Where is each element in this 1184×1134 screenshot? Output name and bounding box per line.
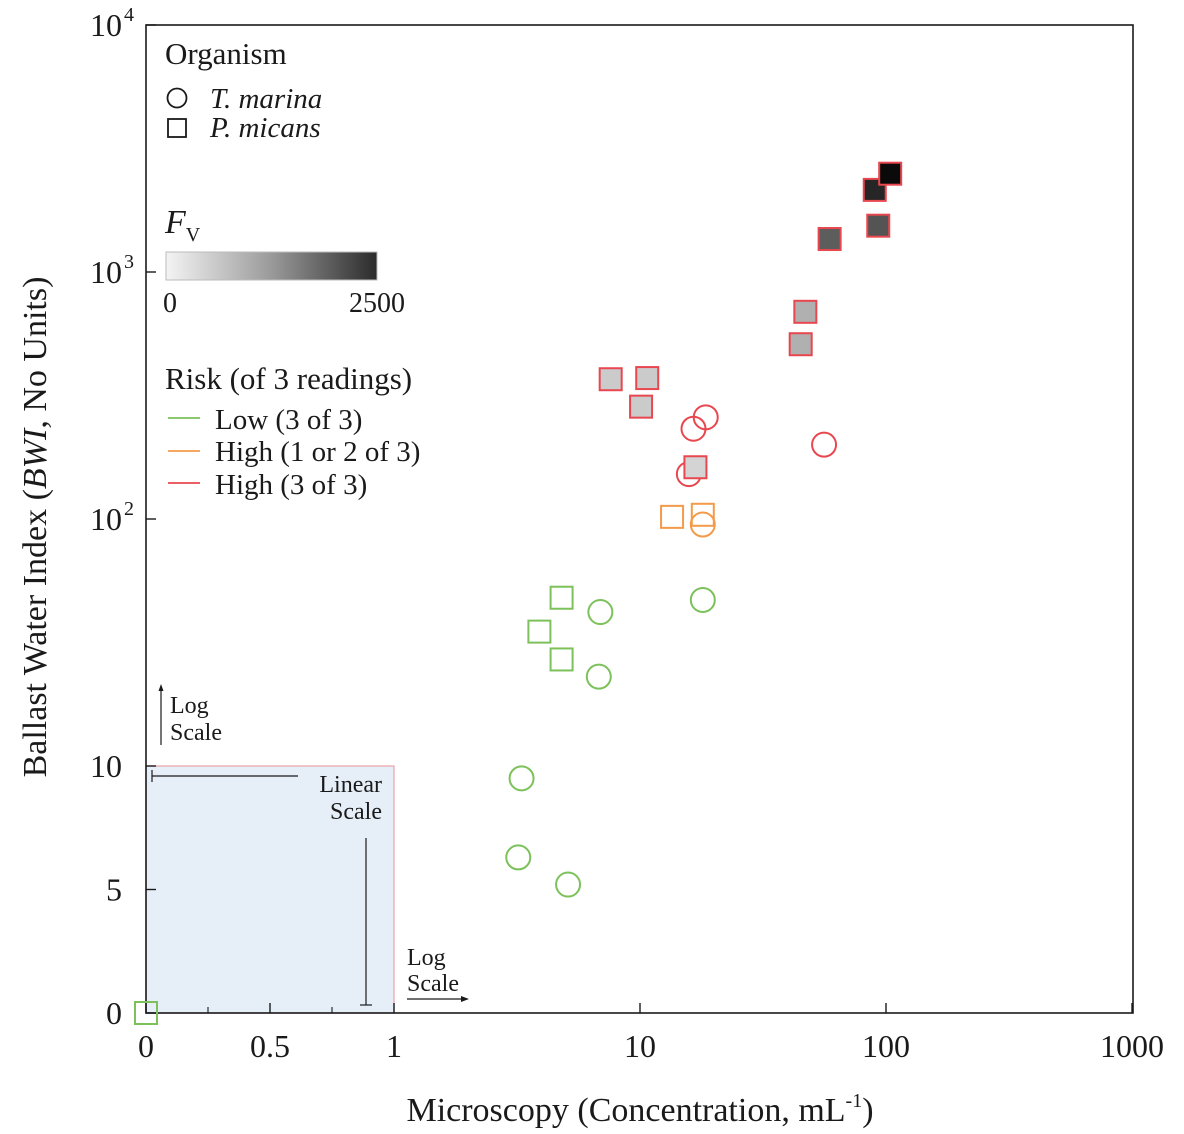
point-p-micans xyxy=(817,227,842,252)
point-p-micans xyxy=(660,504,685,529)
linear-scale-line1: Linear xyxy=(319,772,382,798)
data-points xyxy=(134,161,903,1025)
risk-low-label: Low (3 of 3) xyxy=(215,404,362,436)
x-tick-label: 0 xyxy=(138,1028,154,1064)
y-tick-label: 0 xyxy=(106,995,122,1031)
y-axis-title: Ballast Water Index (BWI, No Units) xyxy=(17,277,54,778)
y-tick-exponent: 4 xyxy=(124,4,134,26)
point-t-marina xyxy=(508,765,535,792)
point-p-micans xyxy=(635,366,660,391)
legend-t-marina-label: T. marina xyxy=(210,83,322,115)
y-tick-label: 10 xyxy=(90,748,122,784)
y-log-scale-line2: Scale xyxy=(170,720,222,746)
point-t-marina xyxy=(811,431,838,458)
risk-high-label: High (3 of 3) xyxy=(215,469,367,501)
point-t-marina xyxy=(555,871,582,898)
point-t-marina xyxy=(692,404,719,431)
legend-circle-marker xyxy=(166,87,188,109)
risk-mid-label: High (1 or 2 of 3) xyxy=(215,436,420,468)
point-p-micans xyxy=(788,332,813,357)
x-tick-label: 0.5 xyxy=(250,1028,290,1064)
colorbar-gradient xyxy=(165,251,378,281)
point-p-micans xyxy=(549,585,574,610)
linear-region xyxy=(145,765,395,1014)
risk-legend-title: Risk (of 3 readings) xyxy=(165,361,412,396)
point-t-marina xyxy=(585,663,612,690)
organism-legend: Organism T. marina P. micans xyxy=(165,36,322,144)
x-tick-label: 100 xyxy=(862,1028,910,1064)
y-tick-label: 10 xyxy=(90,7,122,43)
point-p-micans xyxy=(549,647,574,672)
x-log-scale-line1: Log xyxy=(407,945,446,971)
point-t-marina xyxy=(505,844,532,871)
organism-legend-title: Organism xyxy=(165,36,287,71)
y-tick-exponent: 2 xyxy=(124,498,134,520)
x-log-scale-line2: Scale xyxy=(407,971,459,997)
y-tick-label: 10 xyxy=(90,501,122,537)
point-p-micans xyxy=(878,161,903,186)
point-p-micans xyxy=(866,213,891,238)
legend-square-marker xyxy=(167,118,187,138)
x-tick-label: 10 xyxy=(624,1028,656,1064)
legend-p-micans-label: P. micans xyxy=(209,112,321,144)
x-log-scale-annotation: Log Scale xyxy=(407,945,469,1002)
colorbar-title: FV xyxy=(164,204,201,246)
point-p-micans xyxy=(793,299,818,324)
point-p-micans xyxy=(629,394,654,419)
x-tick-label: 1000 xyxy=(1100,1028,1164,1064)
y-log-scale-annotation: Log Scale xyxy=(158,684,222,746)
colorbar-max-label: 2500 xyxy=(349,288,405,319)
point-p-micans xyxy=(527,619,552,644)
y-tick-label: 10 xyxy=(90,254,122,290)
x-axis-ticks: 0 0.5 1 10 100 1000 xyxy=(138,1003,1164,1064)
point-p-micans xyxy=(598,367,623,392)
y-log-scale-line1: Log xyxy=(170,693,209,719)
linear-scale-line2: Scale xyxy=(330,799,382,825)
point-t-marina xyxy=(689,586,716,613)
x-axis-title: Microscopy (Concentration, mL-1) xyxy=(406,1090,873,1129)
fv-colorbar: FV 0 2500 xyxy=(163,204,405,319)
linear-scale-annotation: Linear Scale xyxy=(151,770,382,1006)
point-t-marina xyxy=(587,599,614,626)
y-tick-exponent: 3 xyxy=(124,251,134,273)
colorbar-min-label: 0 xyxy=(163,288,177,319)
x-tick-label: 1 xyxy=(386,1028,402,1064)
risk-legend: Risk (of 3 readings) Low (3 of 3) High (… xyxy=(165,361,420,501)
point-t-marina xyxy=(689,511,716,538)
point-p-micans xyxy=(134,1001,158,1025)
point-p-micans xyxy=(683,455,708,480)
y-tick-label: 5 xyxy=(106,872,122,908)
point-p-micans xyxy=(690,502,715,527)
